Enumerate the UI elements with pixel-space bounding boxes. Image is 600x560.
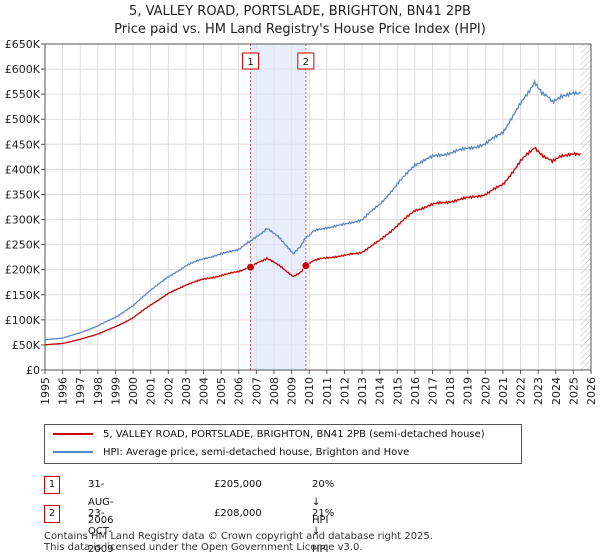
- x-tick-label: 2012: [338, 377, 351, 405]
- y-tick-label: £350K: [5, 188, 41, 201]
- y-tick-label: £400K: [5, 163, 41, 176]
- x-tick-label: 2002: [162, 377, 175, 405]
- x-tick-label: 2022: [515, 377, 528, 405]
- transaction-price: £208,000: [214, 508, 262, 519]
- y-tick-label: £600K: [5, 63, 41, 76]
- x-tick-label: 1996: [57, 377, 70, 405]
- y-tick-label: £550K: [5, 88, 41, 101]
- transaction-price: £205,000: [214, 479, 262, 490]
- legend-swatch-property: [53, 433, 93, 435]
- transaction-delta: 20% ↓ HPI: [312, 479, 335, 526]
- x-tick-label: 2000: [127, 377, 140, 405]
- legend-item-property: 5, VALLEY ROAD, PORTSLADE, BRIGHTON, BN4…: [53, 426, 485, 444]
- x-tick-label: 2003: [180, 377, 193, 405]
- footer-line-2: This data is licensed under the Open Gov…: [44, 542, 363, 553]
- x-tick-label: 1998: [92, 377, 105, 405]
- series-lines: [44, 78, 581, 346]
- x-tick-label: 2010: [303, 377, 316, 405]
- y-tick-label: £50K: [12, 339, 41, 352]
- transaction-number: 1: [44, 476, 60, 494]
- y-tick-label: £0: [26, 364, 40, 377]
- x-tick-label: 2001: [145, 377, 158, 405]
- sale-period-shade: [250, 44, 306, 370]
- x-tick-label: 2021: [497, 377, 510, 405]
- x-tick-label: 2023: [532, 377, 545, 405]
- legend-label-property: 5, VALLEY ROAD, PORTSLADE, BRIGHTON, BN4…: [103, 429, 485, 440]
- x-tick-label: 2011: [321, 377, 334, 405]
- x-tick-label: 2016: [409, 377, 422, 405]
- legend-item-hpi: HPI: Average price, semi-detached house,…: [53, 444, 409, 462]
- x-tick-label: 2015: [391, 377, 404, 405]
- transaction-delta: 21% ↓ HPI: [312, 508, 335, 555]
- chart-title: 5, VALLEY ROAD, PORTSLADE, BRIGHTON, BN4…: [129, 4, 471, 19]
- x-tick-label: 1999: [109, 377, 122, 405]
- x-tick-label: 2020: [479, 377, 492, 405]
- sale-label-box: [297, 52, 315, 70]
- y-tick-label: £250K: [5, 239, 41, 252]
- y-tick-label: £300K: [5, 214, 41, 227]
- x-tick-label: 2025: [567, 377, 580, 405]
- transaction-number: 2: [44, 505, 60, 523]
- sale-label: 1: [247, 57, 253, 68]
- x-tick-label: 2024: [550, 377, 563, 405]
- x-tick-label: 2013: [356, 377, 369, 405]
- transaction-date: 31-AUG-2006: [88, 479, 114, 526]
- x-tick-label: 2004: [198, 377, 211, 405]
- x-tick-label: 2017: [426, 377, 439, 405]
- y-tick-label: £150K: [5, 289, 41, 302]
- legend: 5, VALLEY ROAD, PORTSLADE, BRIGHTON, BN4…: [44, 424, 522, 464]
- footer-line-1: Contains HM Land Registry data © Crown c…: [44, 531, 433, 542]
- plot-frame: [44, 43, 592, 371]
- y-tick-label: £450K: [5, 138, 41, 151]
- series-line-hpi: [44, 78, 581, 341]
- legend-label-hpi: HPI: Average price, semi-detached house,…: [103, 447, 410, 458]
- y-tick-label: £500K: [5, 113, 41, 126]
- x-tick-label: 2005: [215, 377, 228, 405]
- y-tick-label: £200K: [5, 264, 41, 277]
- legend-swatch-hpi: [53, 451, 93, 453]
- sale-point: [246, 263, 255, 272]
- x-tick-label: 2014: [374, 377, 387, 405]
- x-tick-label: 2019: [462, 377, 475, 405]
- y-tick-label: £100K: [5, 314, 41, 327]
- x-tick-label: 2006: [233, 377, 246, 405]
- x-tick-label: 2018: [444, 377, 457, 405]
- x-tick-label: 2026: [585, 377, 598, 405]
- sale-point: [301, 261, 310, 270]
- x-tick-label: 1997: [74, 377, 87, 405]
- x-tick-label: 1995: [39, 377, 52, 405]
- x-tick-label: 2008: [268, 377, 281, 405]
- footer: Contains HM Land Registry data © Crown c…: [44, 531, 433, 553]
- sale-label-box: [242, 52, 260, 70]
- axes: £0 £50K £100K £150K £200K £250K £300K £350K £400…: [5, 38, 598, 405]
- series-line-property: [44, 146, 581, 346]
- sale-label: 2: [303, 57, 309, 68]
- y-tick-label: £650K: [5, 38, 41, 51]
- transaction-date: 23-OCT-2009: [88, 508, 114, 555]
- shaded-period: [250, 44, 591, 370]
- x-tick-label: 2007: [250, 377, 263, 405]
- chart-subtitle: Price paid vs. HM Land Registry's House …: [114, 22, 486, 37]
- forecast-hatch: [580, 44, 591, 370]
- x-tick-label: 2009: [286, 377, 299, 405]
